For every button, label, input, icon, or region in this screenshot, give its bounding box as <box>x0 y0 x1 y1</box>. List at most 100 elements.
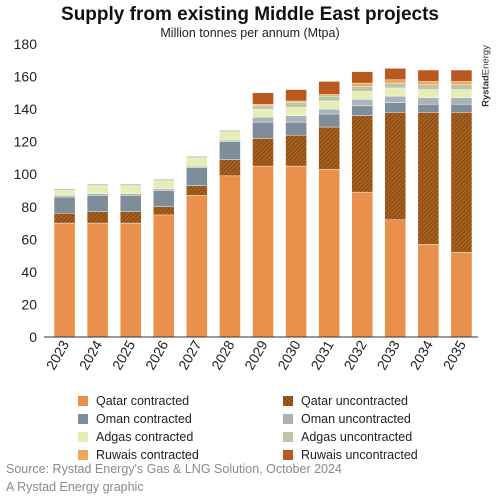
x-tick-label: 2030 <box>274 337 304 372</box>
bar-segment-ruwais-uncontracted <box>351 71 373 84</box>
bar-segment-qatar-contracted <box>186 195 208 338</box>
y-tick-label: 140 <box>14 101 38 117</box>
bar-segment-adgas-contracted <box>86 185 109 194</box>
bar-segment-qatar-contracted <box>351 191 373 338</box>
bar-segment-oman-contracted <box>53 196 76 214</box>
x-tick-label: 2031 <box>307 337 337 372</box>
bar-segment-oman-uncontracted <box>351 99 373 107</box>
x-tick-label: 2032 <box>340 337 370 372</box>
bar-segment-oman-uncontracted <box>252 117 274 123</box>
bar-segment-adgas-uncontracted <box>318 95 340 102</box>
legend-swatch <box>78 431 88 442</box>
bar-segment-adgas-uncontracted <box>285 102 307 108</box>
y-tick-label: 60 <box>21 231 37 247</box>
bar-segment-qatar-contracted <box>417 244 440 338</box>
bar-segment-oman-uncontracted <box>384 95 407 103</box>
bar-segment-oman-contracted <box>384 102 407 113</box>
x-tick-label: 2028 <box>208 337 238 372</box>
bar-segment-ruwais-contracted <box>252 104 274 107</box>
legend-swatch <box>283 449 293 460</box>
y-tick-label: 20 <box>21 296 37 312</box>
bar-segment-adgas-contracted <box>384 87 407 97</box>
bar-segment-oman-contracted <box>186 167 208 186</box>
bar-segment-qatar-uncontracted <box>153 206 175 216</box>
bar-segment-qatar-uncontracted <box>186 185 208 196</box>
bar-segment-oman-uncontracted <box>53 195 76 198</box>
x-tick-label: 2026 <box>142 337 172 372</box>
bar-segment-ruwais-uncontracted <box>417 69 440 82</box>
bar-segment-adgas-contracted <box>219 131 241 141</box>
bar-segment-oman-contracted <box>285 121 307 136</box>
legend-label: Ruwais contracted <box>96 447 199 462</box>
bar-segment-ruwais-uncontracted <box>252 92 274 105</box>
legend-swatch <box>78 395 88 406</box>
x-tick-label: 2025 <box>109 337 139 372</box>
credit-note: A Rystad Energy graphic <box>6 480 144 494</box>
bar-segment-ruwais-contracted <box>318 94 340 97</box>
legend-label: Qatar uncontracted <box>301 393 409 408</box>
bar-segment-ruwais-uncontracted <box>318 81 340 95</box>
bar-segment-adgas-uncontracted <box>119 183 142 186</box>
bar-segment-ruwais-uncontracted <box>384 68 407 81</box>
y-tick-label: 80 <box>21 199 37 215</box>
legend-item: Ruwais contracted <box>78 447 283 462</box>
bar-segment-oman-uncontracted <box>186 165 208 168</box>
bar-segment-adgas-uncontracted <box>384 82 407 89</box>
legend-swatch <box>78 413 88 424</box>
bar-segment-adgas-contracted <box>153 180 175 190</box>
bar-segment-adgas-uncontracted <box>153 178 175 181</box>
y-tick-label: 120 <box>14 134 38 150</box>
bar-segment-ruwais-contracted <box>351 82 373 87</box>
bar-segment-qatar-uncontracted <box>450 112 473 253</box>
bar-segment-oman-uncontracted <box>219 139 241 142</box>
legend-item: Qatar uncontracted <box>283 393 478 408</box>
bar-segment-oman-uncontracted <box>450 97 473 105</box>
bar-segment-qatar-uncontracted <box>351 115 373 193</box>
bar-segment-ruwais-uncontracted <box>450 69 473 82</box>
y-tick-label: 100 <box>14 166 38 182</box>
legend-swatch <box>283 395 293 406</box>
bar-segment-adgas-contracted <box>119 185 142 194</box>
legend-label: Ruwais uncontracted <box>301 447 418 462</box>
bar-segment-oman-contracted <box>153 190 175 207</box>
bar-segment-oman-uncontracted <box>153 188 175 191</box>
chart-legend: Qatar contracted Qatar uncontracted Oman c… <box>78 393 478 462</box>
bar-segment-qatar-contracted <box>285 165 307 338</box>
bar-segment-adgas-uncontracted <box>53 188 76 191</box>
bar-segment-qatar-contracted <box>384 219 407 338</box>
bar-segment-ruwais-contracted <box>450 81 473 85</box>
bar-segment-qatar-contracted <box>53 222 76 338</box>
bar-segment-qatar-contracted <box>153 214 175 338</box>
bar-segment-oman-uncontracted <box>318 108 340 115</box>
bar-segment-oman-contracted <box>86 195 109 212</box>
chart-title: Supply from existing Middle East project… <box>61 4 439 25</box>
bar-segment-qatar-uncontracted <box>86 211 109 224</box>
legend-item: Oman contracted <box>78 411 283 426</box>
bar-segment-adgas-uncontracted <box>450 84 473 90</box>
bar-segment-qatar-uncontracted <box>252 138 274 167</box>
bar-segment-oman-contracted <box>119 195 142 212</box>
x-tick-label: 2034 <box>407 337 437 372</box>
legend-item: Ruwais uncontracted <box>283 447 478 462</box>
bar-segment-adgas-contracted <box>351 91 373 100</box>
bar-segment-oman-uncontracted <box>285 115 307 123</box>
bar-segment-oman-uncontracted <box>417 97 440 105</box>
bar-segment-adgas-contracted <box>252 108 274 118</box>
x-tick-label: 2027 <box>175 337 205 372</box>
bar-segment-adgas-contracted <box>186 157 208 167</box>
bar-segment-adgas-contracted <box>417 89 440 98</box>
legend-label: Adgas contracted <box>96 429 194 444</box>
legend-label: Adgas uncontracted <box>301 429 413 444</box>
legend-swatch <box>78 449 88 460</box>
bar-segment-oman-contracted <box>450 104 473 113</box>
bar-segment-adgas-uncontracted <box>417 84 440 90</box>
chart-subtitle: Million tonnes per annum (Mtpa) <box>160 26 340 40</box>
bar-segment-qatar-uncontracted <box>318 126 340 170</box>
bar-segment-adgas-uncontracted <box>219 130 241 133</box>
bar-segment-adgas-uncontracted <box>252 105 274 110</box>
bar-segment-qatar-uncontracted <box>285 134 307 167</box>
bar-segment-qatar-contracted <box>450 252 473 338</box>
legend-swatch <box>283 431 293 442</box>
bar-segment-oman-uncontracted <box>119 193 142 196</box>
